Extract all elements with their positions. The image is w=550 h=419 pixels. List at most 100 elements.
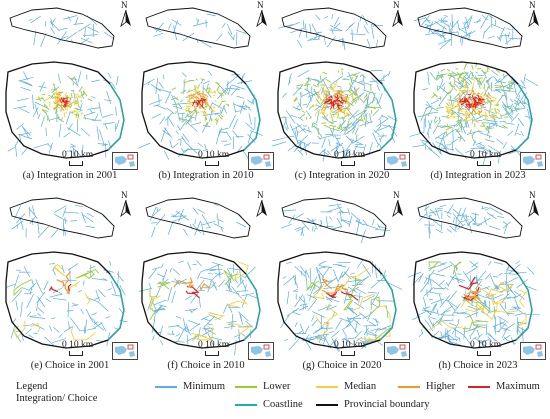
inset-map-icon <box>523 344 543 357</box>
road-segment <box>208 272 214 275</box>
road-segment <box>200 277 212 281</box>
road-segment <box>429 111 439 114</box>
road-segment <box>505 277 518 284</box>
hot-segment <box>322 82 326 90</box>
legend-swatch-lower <box>235 385 257 388</box>
road-segment <box>158 94 160 104</box>
road-segment <box>296 123 307 133</box>
road-segment <box>44 336 56 347</box>
road-segment <box>420 107 428 122</box>
road-segment <box>171 290 176 304</box>
hot-segment <box>438 104 441 107</box>
road-segment <box>175 341 185 343</box>
north-arrow: N <box>526 0 542 30</box>
legend-swatch-median <box>316 385 338 388</box>
road-segment <box>148 282 152 290</box>
road-segment <box>212 102 223 109</box>
road-segment <box>331 338 340 353</box>
road-segment <box>452 208 462 217</box>
road-segment <box>21 287 30 291</box>
choice-hot-corridor <box>321 288 341 294</box>
coastline <box>515 83 533 151</box>
hot-segment <box>202 93 209 98</box>
road-segment <box>69 268 71 283</box>
road-segment <box>207 70 213 77</box>
road-segment <box>23 266 31 278</box>
hot-segment <box>482 78 485 81</box>
road-segment <box>168 325 180 328</box>
hot-segment <box>446 102 450 107</box>
north-label: N <box>121 0 128 10</box>
hot-segment <box>69 97 72 103</box>
road-segment <box>107 288 112 291</box>
road-segment <box>91 317 96 323</box>
hot-segment <box>478 101 485 106</box>
road-segment <box>427 303 437 319</box>
road-segment <box>462 125 467 129</box>
hot-segment <box>337 89 342 92</box>
hotspot-roads <box>36 77 93 124</box>
road-segment <box>295 141 304 150</box>
road-segment <box>174 278 181 286</box>
hot-segment <box>494 110 501 115</box>
road-segment <box>342 146 347 159</box>
hot-segment <box>216 84 221 92</box>
road-segment <box>318 267 326 269</box>
choice-corridor <box>306 280 321 291</box>
road-segment <box>318 265 333 268</box>
hot-segment <box>513 102 520 106</box>
road-segment <box>53 205 67 214</box>
choice-hot-corridor <box>326 292 336 299</box>
road-segment <box>456 276 459 284</box>
road-segment <box>503 103 507 110</box>
road-segment <box>372 219 375 226</box>
road-segment <box>476 217 491 227</box>
hot-segment <box>472 106 478 109</box>
choice-hot-corridor <box>199 283 211 292</box>
road-segment <box>432 272 446 277</box>
hot-segment <box>336 98 339 102</box>
inset-map <box>248 342 274 360</box>
road-segment <box>449 225 457 233</box>
legend-label-minimum: Minimum <box>183 381 226 392</box>
hot-segment <box>52 83 55 86</box>
choice-corridor <box>465 301 485 312</box>
hot-segment <box>202 112 207 116</box>
road-segment <box>466 77 472 83</box>
road-segment <box>444 210 452 214</box>
scale-bar: 0 10 km <box>62 150 93 166</box>
hot-segment <box>434 119 439 124</box>
hot-segment <box>196 102 199 108</box>
road-segment <box>359 15 362 22</box>
road-segment <box>349 75 359 89</box>
road-segment <box>428 28 431 34</box>
road-segment <box>50 229 58 238</box>
road-segment <box>311 319 318 327</box>
hot-segment <box>489 100 493 105</box>
road-segment <box>456 207 462 219</box>
road-segment <box>81 213 94 223</box>
hot-segment <box>351 97 356 105</box>
choice-corridor <box>233 261 249 281</box>
road-segment <box>493 325 497 335</box>
road-segment <box>455 217 457 230</box>
road-segment <box>465 311 479 319</box>
hot-segment <box>500 113 502 119</box>
road-segment <box>236 95 244 99</box>
road-segment <box>473 223 483 225</box>
road-segment <box>333 22 341 30</box>
north-arrow: N <box>254 0 270 30</box>
road-segment <box>294 265 306 277</box>
road-segment <box>428 299 433 301</box>
road-segment <box>115 119 120 130</box>
road-segment <box>464 149 474 154</box>
scale-bar: 0 10 km <box>198 340 229 356</box>
road-segment <box>153 104 160 107</box>
road-segment <box>463 328 475 333</box>
road-segment <box>362 295 375 303</box>
hot-segment <box>488 111 491 115</box>
road-segment <box>5 283 16 288</box>
road-segment <box>453 92 461 100</box>
road-segment <box>216 33 223 42</box>
road-segment <box>426 100 431 107</box>
